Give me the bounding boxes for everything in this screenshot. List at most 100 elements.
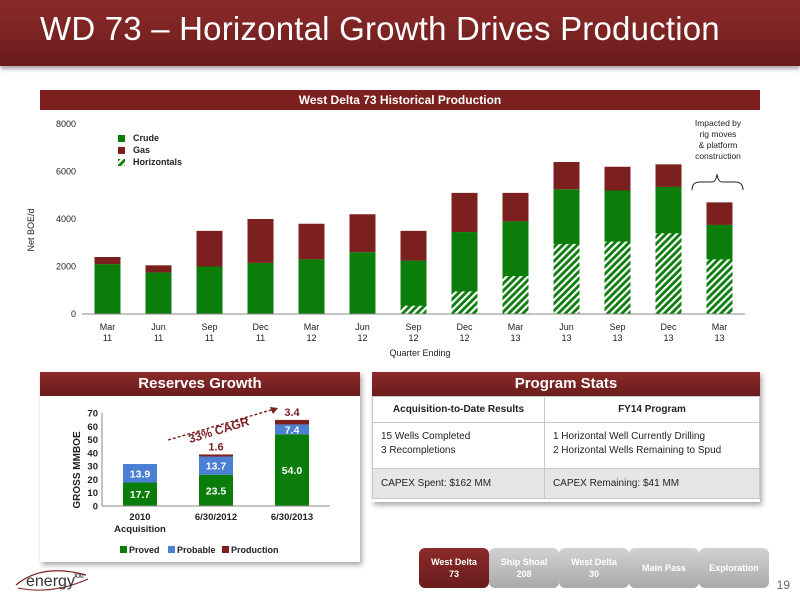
table-cell: 15 Wells Completed 3 Recompletions: [372, 422, 545, 469]
crude-bar: [400, 260, 427, 314]
nav-label: West Delta: [431, 557, 477, 567]
horizontals-bar: [553, 243, 580, 314]
reserves-panel-title: Reserves Growth: [40, 372, 360, 396]
prod-x-tick-label: Sep: [609, 322, 625, 332]
prod-x-tick-label: 13: [510, 333, 520, 343]
res-y-tick-label: 70: [87, 409, 98, 420]
nav-main-pass[interactable]: Main Pass: [629, 548, 699, 588]
legend-probable-label: Probable: [177, 545, 216, 555]
cagr-arrowhead: [270, 407, 278, 414]
res-y-tick-label: 30: [87, 462, 98, 473]
horizontals-bar: [502, 276, 529, 314]
gas-bar: [502, 192, 529, 222]
legend-probable-swatch: [168, 546, 175, 553]
proved-bar: [123, 482, 157, 506]
nav-label: Main Pass: [641, 563, 687, 573]
res-y-tick-label: 50: [87, 435, 98, 446]
page-number: 19: [776, 578, 790, 592]
rig-move-annotation: Impacted by rig moves & platform constru…: [691, 118, 744, 191]
prod-x-tick-label: 12: [408, 333, 418, 343]
annotation-line-4: construction: [695, 151, 741, 161]
crude-bar: [247, 262, 274, 314]
nav-label: Ship Shoal: [500, 557, 548, 567]
probable-bar: [123, 464, 157, 483]
res-x-tick-label: 2010: [129, 512, 150, 523]
table-cell: 1 Horizontal Well Currently Drilling 2 H…: [543, 422, 761, 469]
gas-bar: [553, 162, 580, 190]
probable-bar: [199, 456, 233, 475]
legend-production-label: Production: [231, 545, 279, 555]
legend-production-swatch: [222, 546, 229, 553]
prod-x-tick-label: 13: [612, 333, 622, 343]
legend-gas-label: Gas: [133, 145, 150, 155]
legend-proved-swatch: [120, 546, 127, 553]
proved-bar: [275, 434, 309, 506]
nav-ship-shoal-208[interactable]: Ship Shoal 208: [489, 548, 559, 588]
crude-bar: [298, 259, 325, 314]
prod-x-tick-label: 11: [205, 333, 214, 343]
program-stats-title: Program Stats: [372, 372, 760, 396]
gas-bar: [400, 230, 427, 261]
horizontals-bar: [451, 291, 478, 314]
gas-bar: [451, 192, 478, 233]
res-y-tick-label: 0: [93, 502, 98, 513]
horizontals-bar: [400, 305, 427, 314]
proved-data-label: 17.7: [130, 489, 151, 501]
proved-data-label: 54.0: [282, 465, 303, 477]
prod-y-tick-label: 0: [71, 309, 76, 319]
production-bar: [199, 454, 233, 457]
probable-bar: [275, 424, 309, 435]
nav-label: 208: [516, 569, 532, 579]
stat-capex-spent: CAPEX Spent: $162 MM: [372, 468, 545, 499]
logo-suffix: XXI: [74, 574, 84, 580]
horizontals-bar: [655, 233, 682, 314]
prod-x-tick-label: 13: [714, 333, 724, 343]
production-chart-title: West Delta 73 Historical Production: [40, 90, 760, 110]
nav-label: West Delta: [571, 557, 617, 567]
prod-x-tick-label: Mar: [508, 322, 524, 332]
prod-x-tick-label: Jun: [559, 322, 574, 332]
nav-exploration[interactable]: Exploration: [699, 548, 769, 588]
prod-x-tick-label: 13: [663, 333, 673, 343]
res-y-tick-label: 40: [87, 448, 98, 459]
nav-west-delta-73[interactable]: West Delta 73: [419, 548, 489, 588]
prod-x-tick-label: 12: [459, 333, 469, 343]
prod-x-tick-label: Dec: [660, 322, 677, 332]
prod-y-tick-label: 2000: [56, 262, 76, 272]
gas-bar: [298, 223, 325, 260]
gas-bar: [604, 166, 631, 191]
prod-x-tick-label: Jun: [151, 322, 166, 332]
gas-bar: [196, 230, 223, 267]
gas-bar: [349, 214, 376, 253]
production-data-label: 3.4: [284, 407, 300, 419]
logo-text: energy: [26, 573, 75, 590]
company-logo: energy XXI: [12, 565, 92, 600]
legend-horizontals-swatch: [118, 159, 125, 166]
nav-west-delta-30[interactable]: West Delta 30: [559, 548, 629, 588]
col-header-acquisition: Acquisition-to-Date Results: [372, 396, 545, 423]
horizontals-bar: [706, 259, 733, 314]
title-bar: WD 73 – Horizontal Growth Drives Product…: [0, 0, 800, 66]
annotation-line-1: Impacted by: [695, 118, 742, 128]
program-stats-table: Acquisition-to-Date Results FY14 Program…: [372, 396, 761, 499]
annotation-line-3: & platform: [699, 140, 738, 150]
res-x-tick-label: 6/30/2013: [271, 512, 313, 523]
col-header-fy14: FY14 Program: [543, 396, 761, 423]
stat-capex-remaining: CAPEX Remaining: $41 MM: [543, 468, 761, 499]
prod-x-tick-label: 13: [561, 333, 571, 343]
prod-x-tick-label: Jun: [355, 322, 370, 332]
res-y-tick-label: 60: [87, 422, 98, 433]
slide-title: WD 73 – Horizontal Growth Drives Product…: [40, 10, 720, 47]
legend-gas-swatch: [118, 147, 125, 154]
prod-y-tick-label: 6000: [56, 167, 76, 177]
prod-y-axis-title: Net BOE/d: [26, 208, 36, 251]
prod-x-tick-label: Dec: [456, 322, 473, 332]
crude-bar: [349, 252, 376, 314]
horizontals-bar: [604, 241, 631, 314]
probable-data-label: 13.9: [130, 468, 151, 480]
prod-x-tick-label: 12: [357, 333, 367, 343]
legend-crude-swatch: [118, 135, 125, 142]
probable-data-label: 13.7: [206, 461, 227, 473]
gas-bar: [655, 164, 682, 187]
